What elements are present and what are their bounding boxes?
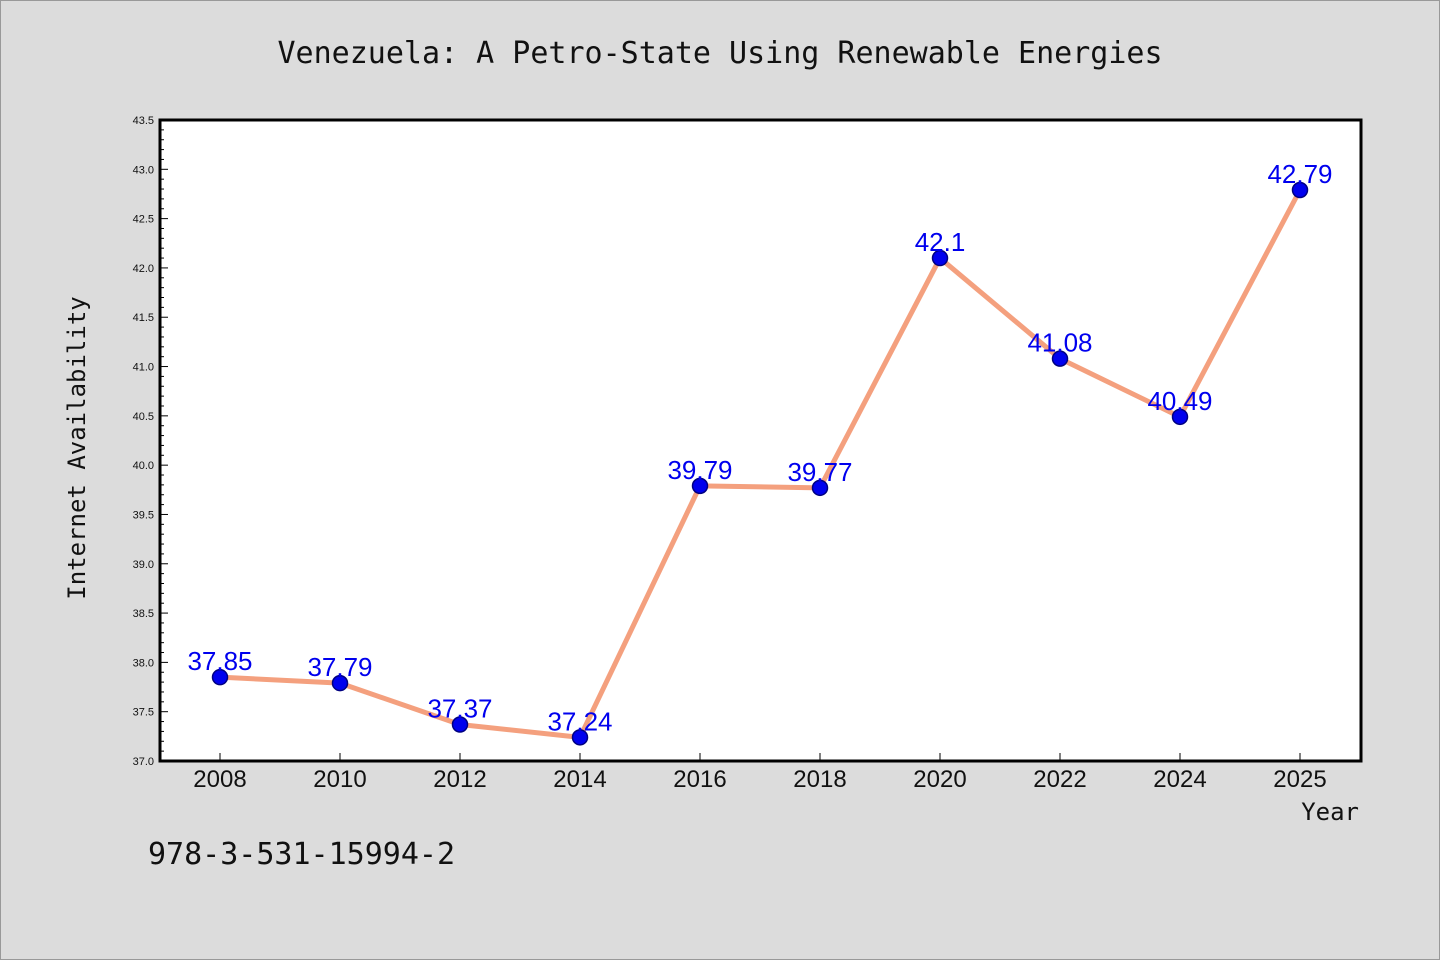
y-tick-label: 38.5: [133, 608, 154, 620]
plot-area: [158, 118, 1363, 763]
data-points: [211, 181, 1309, 746]
x-tick-label: 2022: [1033, 766, 1086, 793]
x-tick-label: 2012: [433, 766, 486, 793]
y-tick-label: 43.5: [133, 115, 154, 127]
data-point: [811, 479, 829, 497]
data-label: 42.79: [1267, 159, 1332, 189]
y-tick-label: 37.0: [133, 756, 154, 768]
data-label: 37.37: [427, 694, 492, 724]
x-tick-label: 2024: [1153, 766, 1206, 793]
y-tick-label: 42.0: [133, 263, 154, 275]
data-point: [331, 674, 349, 692]
data-point: [1291, 181, 1309, 199]
y-tick-label: 39.5: [133, 509, 154, 521]
x-axis: 2008 2010 2012 2014 2016 2018 2020 2022 2024 2025: [193, 753, 1327, 793]
y-tick-label: 40.5: [133, 411, 154, 423]
data-point: [451, 716, 469, 733]
y-tick-label: 42.5: [133, 214, 154, 226]
y-tick-label: 39.0: [133, 559, 154, 571]
data-label: 40.49: [1147, 386, 1212, 416]
y-tick-label: 40.0: [133, 460, 154, 472]
x-tick-label: 2010: [313, 766, 366, 793]
y-tick-label: 41.5: [133, 312, 154, 324]
data-label: 39.77: [787, 457, 852, 487]
x-tick-label: 2020: [913, 766, 966, 793]
y-tick-label: 38.0: [133, 657, 154, 669]
x-tick-label: 2014: [553, 766, 606, 793]
y-tick-label: 37.5: [133, 707, 154, 719]
data-point: [691, 477, 709, 495]
x-axis-label: Year: [1301, 798, 1359, 826]
data-point: [1171, 408, 1189, 426]
footnote-isbn: 978-3-531-15994-2: [148, 837, 455, 872]
y-axis: 37.0 37.5 38.0 38.5 39.0 39.5 40.0 40.5 41.0 41.5…: [133, 115, 168, 768]
data-label: 41.08: [1027, 328, 1092, 358]
data-label: 37.79: [307, 652, 372, 682]
x-tick-label: 2016: [673, 766, 726, 793]
data-label: 37.24: [547, 706, 612, 736]
data-point: [571, 729, 589, 746]
data-labels: 37.85 37.79 37.37 37.24 39.79 39.77 42.1 41.08 4…: [187, 159, 1332, 736]
data-point: [931, 249, 949, 267]
data-point: [211, 668, 229, 686]
x-tick-label: 2018: [793, 766, 846, 793]
x-tick-label: 2025: [1273, 766, 1326, 793]
x-tick-label: 2008: [193, 766, 246, 793]
data-label: 37.85: [187, 646, 252, 676]
data-label: 42.1: [915, 227, 966, 257]
y-tick-label: 43.0: [133, 164, 154, 176]
y-axis-label: Internet Availability: [63, 296, 91, 599]
data-point: [1051, 350, 1069, 367]
y-tick-label: 41.0: [133, 362, 154, 374]
data-label: 39.79: [667, 455, 732, 485]
series-line: [217, 187, 1303, 740]
chart-title: Venezuela: A Petro-State Using Renewable…: [277, 36, 1162, 71]
